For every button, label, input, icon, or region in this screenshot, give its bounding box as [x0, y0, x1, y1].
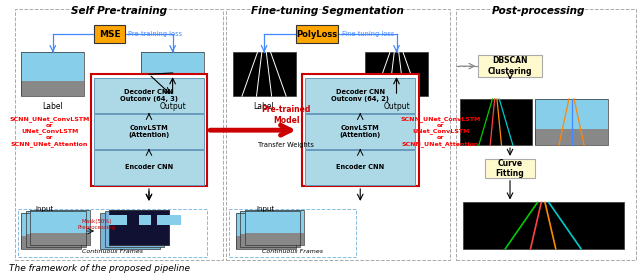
- Text: Decoder CNN
Outconv (64, 2): Decoder CNN Outconv (64, 2): [332, 89, 389, 102]
- Bar: [141, 53, 204, 81]
- Text: Transfer Weights: Transfer Weights: [258, 142, 314, 148]
- Bar: [30, 210, 90, 245]
- Bar: [244, 210, 305, 245]
- Bar: [141, 81, 204, 96]
- Bar: [296, 25, 339, 43]
- Bar: [226, 9, 450, 260]
- Bar: [157, 215, 181, 226]
- Bar: [109, 210, 169, 245]
- Text: Continuous Frames: Continuous Frames: [82, 249, 143, 254]
- Bar: [26, 212, 86, 247]
- Text: SCNN_UNet_ConvLSTM
or
UNet_ConvLSTM
or
SCNN_UNet_Attention: SCNN_UNet_ConvLSTM or UNet_ConvLSTM or S…: [401, 116, 481, 147]
- Bar: [305, 78, 415, 113]
- Text: The framework of the proposed pipeline: The framework of the proposed pipeline: [9, 264, 189, 273]
- Bar: [18, 209, 207, 257]
- Text: Post-processing: Post-processing: [492, 6, 585, 16]
- Bar: [104, 212, 164, 247]
- Bar: [236, 213, 296, 236]
- Bar: [232, 53, 296, 96]
- Bar: [21, 53, 84, 96]
- Bar: [302, 74, 419, 186]
- Bar: [365, 53, 428, 96]
- Bar: [30, 233, 90, 245]
- Bar: [456, 9, 636, 260]
- Text: Fine-tuning Segmentation: Fine-tuning Segmentation: [251, 6, 404, 16]
- Bar: [109, 215, 127, 226]
- Bar: [240, 235, 300, 247]
- Text: Self Pre-training: Self Pre-training: [71, 6, 167, 16]
- Text: Decoder CNN
Outconv (64, 3): Decoder CNN Outconv (64, 3): [120, 89, 178, 102]
- Text: Pre-trained
Model: Pre-trained Model: [262, 105, 311, 125]
- Bar: [139, 215, 151, 226]
- Text: Output: Output: [383, 102, 410, 111]
- Bar: [30, 210, 90, 233]
- Bar: [15, 9, 223, 260]
- Bar: [94, 25, 125, 43]
- Bar: [244, 210, 305, 233]
- Bar: [240, 212, 300, 235]
- Bar: [94, 114, 204, 149]
- Bar: [305, 114, 415, 149]
- Bar: [460, 99, 532, 145]
- Bar: [305, 150, 415, 185]
- Bar: [21, 236, 81, 249]
- Text: ConvLSTM
(Attention): ConvLSTM (Attention): [340, 125, 381, 138]
- Text: Output: Output: [159, 102, 186, 111]
- Text: ConvLSTM
(Attention): ConvLSTM (Attention): [129, 125, 170, 138]
- Bar: [94, 150, 204, 185]
- Bar: [244, 233, 305, 245]
- Text: PolyLoss: PolyLoss: [296, 30, 337, 39]
- Bar: [94, 78, 204, 113]
- Bar: [479, 55, 541, 77]
- Bar: [141, 53, 204, 96]
- Bar: [26, 235, 86, 247]
- Bar: [26, 212, 86, 235]
- Text: Mask(50%)
Preprocessing: Mask(50%) Preprocessing: [78, 219, 116, 230]
- Bar: [91, 74, 207, 186]
- Bar: [100, 213, 160, 249]
- Bar: [463, 202, 623, 249]
- Text: DBSCAN
Clustering: DBSCAN Clustering: [488, 56, 532, 76]
- Bar: [21, 81, 84, 96]
- Bar: [21, 53, 84, 81]
- Text: Input: Input: [257, 206, 275, 212]
- Bar: [240, 212, 300, 247]
- Bar: [535, 99, 608, 129]
- Text: Encoder CNN: Encoder CNN: [336, 164, 385, 170]
- Bar: [21, 213, 81, 249]
- Bar: [229, 209, 355, 257]
- Text: Encoder CNN: Encoder CNN: [125, 164, 173, 170]
- Bar: [236, 213, 296, 249]
- Text: Pre-training loss: Pre-training loss: [129, 31, 182, 37]
- Text: SCNN_UNet_ConvLSTM
or
UNet_ConvLSTM
or
SCNN_UNet_Attention: SCNN_UNet_ConvLSTM or UNet_ConvLSTM or S…: [10, 116, 90, 147]
- Bar: [535, 129, 608, 145]
- Bar: [109, 210, 169, 245]
- Text: Curve
Fitting: Curve Fitting: [495, 159, 524, 178]
- Text: Input: Input: [36, 206, 54, 212]
- Bar: [484, 159, 535, 178]
- Text: Label: Label: [253, 102, 275, 111]
- Text: Fine-tuning loss: Fine-tuning loss: [342, 31, 394, 37]
- Text: MSE: MSE: [99, 30, 120, 39]
- Bar: [535, 99, 608, 145]
- Text: Continuous Frames: Continuous Frames: [262, 249, 323, 254]
- Bar: [21, 213, 81, 236]
- Text: Label: Label: [42, 102, 63, 111]
- Bar: [236, 236, 296, 249]
